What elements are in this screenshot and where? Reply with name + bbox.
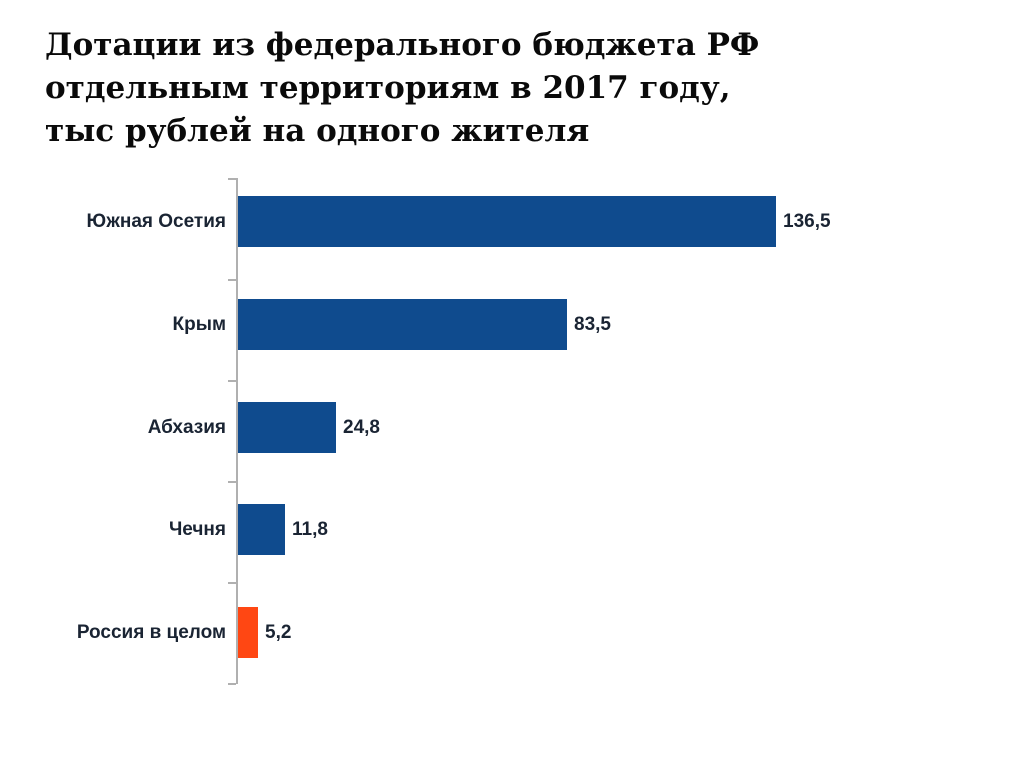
category-label: Россия в целом: [76, 622, 226, 643]
bar-4: [238, 504, 285, 555]
value-label: 83,5: [574, 314, 611, 335]
axis-tick: [228, 279, 236, 281]
category-label: Южная Осетия: [86, 211, 226, 232]
chart-title-line-3: тыс рублей на одного жителя: [45, 113, 590, 149]
axis-tick: [228, 683, 236, 685]
bar-5: [238, 607, 258, 658]
chart-title: Дотации из федерального бюджета РФ отдел…: [45, 24, 759, 153]
axis-tick: [228, 582, 236, 584]
axis-tick: [228, 178, 236, 180]
category-label: Крым: [172, 314, 226, 335]
bar-2: [238, 299, 567, 350]
value-label: 24,8: [343, 417, 380, 438]
value-label: 11,8: [292, 519, 328, 540]
value-label: 136,5: [783, 211, 831, 232]
category-label: Чечня: [168, 519, 226, 540]
axis-tick: [228, 481, 236, 483]
bar-3: [238, 402, 336, 453]
bar-1: [238, 196, 776, 247]
y-axis-line: [236, 178, 238, 684]
chart-title-line-2: отдельным территориям в 2017 году,: [45, 70, 731, 106]
category-label: Абхазия: [147, 417, 226, 438]
value-label: 5,2: [265, 622, 292, 643]
chart-title-line-1: Дотации из федерального бюджета РФ: [45, 27, 760, 63]
axis-tick: [228, 380, 236, 382]
